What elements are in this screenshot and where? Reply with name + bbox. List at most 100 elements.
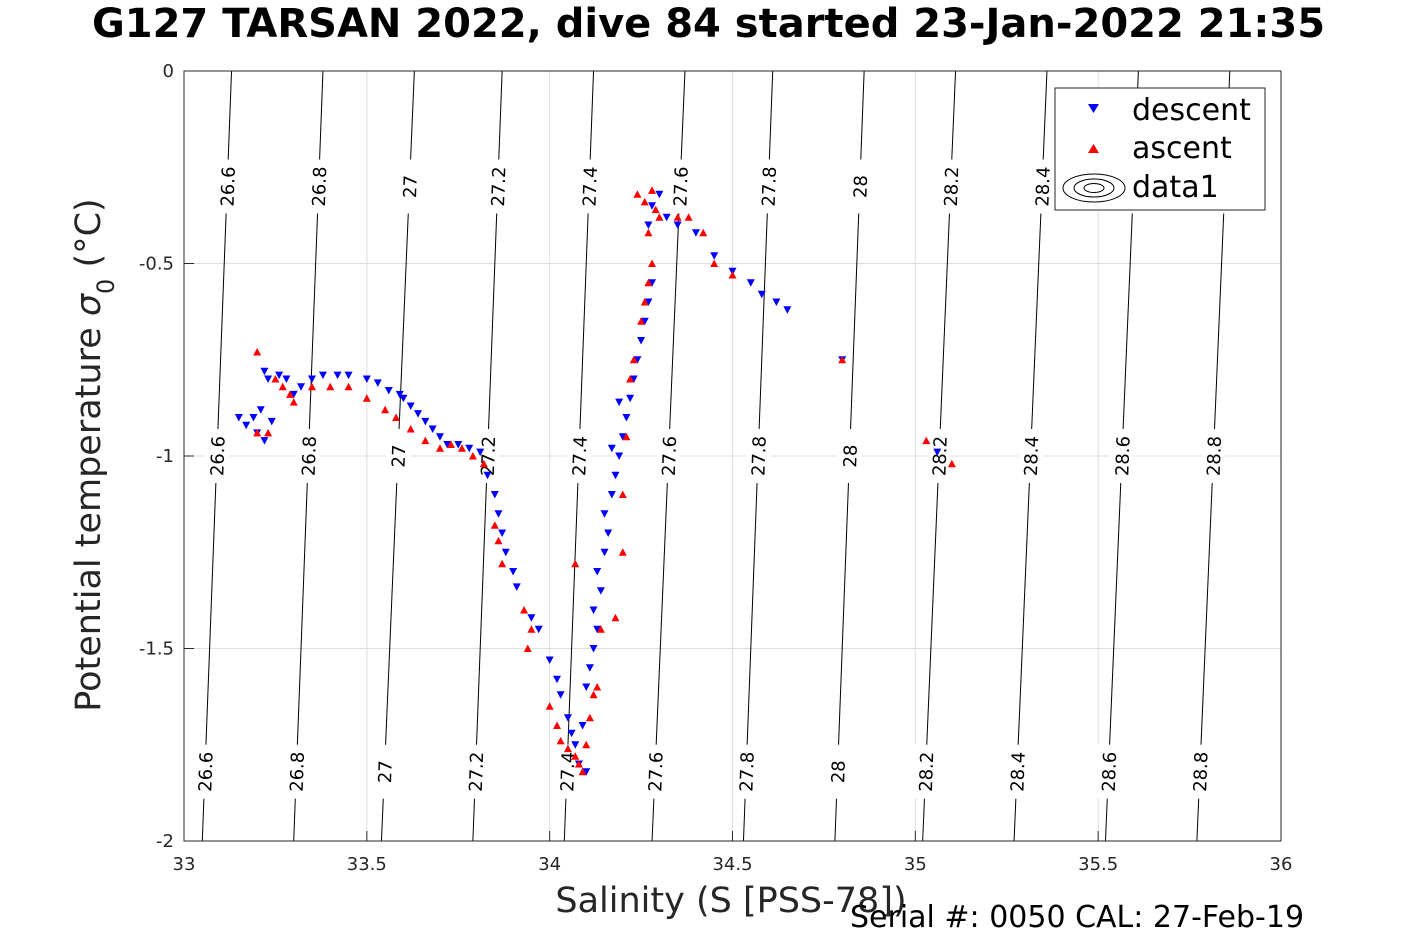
contour-label-text: 28.2 bbox=[929, 436, 951, 477]
contour-label: 27.2 bbox=[462, 744, 489, 800]
contour-label: 28.6 bbox=[1109, 428, 1135, 484]
ascent-point bbox=[271, 375, 280, 383]
contour-label-text: 27.6 bbox=[659, 436, 681, 477]
legend-descent-marker bbox=[1088, 104, 1099, 113]
contour-label-bg bbox=[1109, 428, 1135, 484]
contour-label: 27.8 bbox=[755, 159, 782, 214]
descent-point bbox=[600, 548, 609, 557]
y-tick-label: 0 bbox=[163, 61, 174, 82]
contour-label-bg bbox=[667, 159, 693, 214]
ascent-point bbox=[578, 767, 587, 776]
contour-label-text: 27.8 bbox=[748, 436, 770, 477]
contour-label: 26.8 bbox=[305, 159, 332, 214]
contour-label: 27.6 bbox=[667, 159, 693, 214]
contour-label-text: 26.6 bbox=[207, 436, 229, 477]
descent-point bbox=[443, 440, 452, 449]
x-tick-label: 33.5 bbox=[347, 854, 387, 875]
descent-point bbox=[629, 375, 638, 383]
descent-point bbox=[494, 510, 503, 518]
descent-point bbox=[297, 383, 306, 391]
contour-label: 27.2 bbox=[474, 428, 501, 484]
x-axis-label: Salinity (S [PSS-78]) bbox=[555, 881, 906, 921]
descent-point bbox=[578, 722, 587, 730]
ascent-point bbox=[651, 205, 660, 214]
contour-label-bg bbox=[655, 428, 682, 484]
contour-label: 26.8 bbox=[283, 744, 310, 800]
ascent-point bbox=[728, 271, 737, 279]
ascent-point bbox=[640, 298, 649, 306]
y-tick-label: -0.5 bbox=[139, 254, 174, 275]
contour-label-text: 27 bbox=[389, 444, 411, 468]
ascent-point bbox=[344, 382, 353, 391]
y-axis-label: Potential temperature σ0 (°C) bbox=[69, 198, 120, 711]
contour-label-bg bbox=[846, 159, 873, 214]
contour-label: 27.6 bbox=[655, 428, 682, 484]
legend-ascent-label: ascent bbox=[1132, 131, 1232, 166]
descent-point bbox=[662, 213, 671, 222]
contour-label-bg bbox=[1029, 159, 1055, 214]
contour-label-text: 28.2 bbox=[916, 751, 938, 792]
contour-label-text: 27.2 bbox=[478, 436, 500, 477]
contour-label-bg bbox=[642, 744, 668, 800]
ascent-point bbox=[589, 690, 598, 699]
data-points bbox=[234, 186, 956, 776]
descent-point bbox=[476, 448, 485, 457]
ascent-point bbox=[648, 259, 657, 267]
contour-label-text: 28.6 bbox=[1099, 751, 1121, 792]
descent-point bbox=[563, 714, 572, 722]
descent-point bbox=[242, 421, 251, 430]
x-tick-label: 34 bbox=[538, 854, 561, 875]
contour-label-text: 26.8 bbox=[309, 166, 331, 207]
contour-label-bg bbox=[305, 159, 332, 214]
descent-point bbox=[260, 437, 269, 445]
descent-point bbox=[289, 390, 298, 399]
contour-label: 28.4 bbox=[1004, 744, 1030, 800]
legend-contour-icon bbox=[1062, 173, 1126, 203]
contour-label: 26.6 bbox=[214, 159, 241, 214]
descent-point bbox=[615, 452, 624, 460]
descent-point bbox=[534, 625, 543, 634]
descent-point bbox=[604, 529, 613, 537]
ascent-point bbox=[435, 444, 444, 452]
descent-point bbox=[333, 371, 342, 380]
ascent-point bbox=[457, 444, 466, 452]
contour-label-text: 28 bbox=[850, 175, 872, 199]
serial-cal-note: Serial #: 0050 CAL: 27-Feb-19 bbox=[850, 900, 1305, 935]
descent-point bbox=[373, 379, 382, 387]
contour-label-text: 28.4 bbox=[1021, 436, 1043, 477]
contour-label-text: 27.6 bbox=[645, 751, 667, 792]
contour-label-bg bbox=[565, 428, 592, 484]
y-tick-label: -2 bbox=[156, 831, 174, 852]
contour-label: 28 bbox=[846, 159, 873, 214]
descent-point bbox=[256, 406, 265, 414]
contour-label: 28.8 bbox=[1200, 428, 1227, 484]
ascent-point bbox=[392, 413, 401, 421]
descent-point bbox=[406, 402, 415, 410]
ascent-point bbox=[446, 440, 455, 448]
contour-label: 26.6 bbox=[191, 744, 218, 800]
ascent-point bbox=[289, 398, 298, 406]
y-tick-label: -1 bbox=[156, 446, 174, 467]
y-axis-label-main: Potential temperature bbox=[69, 316, 109, 712]
contour-label: 27 bbox=[396, 159, 423, 214]
x-ticks: 33 33.5 34 34.5 35 35.5 36 bbox=[173, 831, 1293, 875]
ascent-point bbox=[545, 702, 554, 710]
descent-point bbox=[585, 664, 594, 672]
contour-label: 28.2 bbox=[926, 428, 953, 484]
descent-point bbox=[593, 568, 602, 576]
descent-point bbox=[421, 417, 430, 426]
descent-point bbox=[490, 491, 499, 499]
contour-label-text: 28.4 bbox=[1032, 166, 1054, 207]
contour-label-bg bbox=[824, 744, 851, 800]
ascent-point bbox=[468, 452, 477, 460]
contour-label-bg bbox=[912, 744, 939, 800]
legend[interactable]: descent ascent data1 bbox=[1054, 87, 1266, 211]
contour-label-bg bbox=[1095, 744, 1122, 800]
ascent-point bbox=[593, 683, 602, 691]
descent-point bbox=[772, 298, 781, 306]
descent-point bbox=[509, 568, 518, 576]
descent-point bbox=[710, 252, 719, 260]
x-tick-label: 35.5 bbox=[1078, 854, 1118, 875]
ascent-point bbox=[626, 375, 635, 383]
x-tick-label: 36 bbox=[1270, 854, 1293, 875]
